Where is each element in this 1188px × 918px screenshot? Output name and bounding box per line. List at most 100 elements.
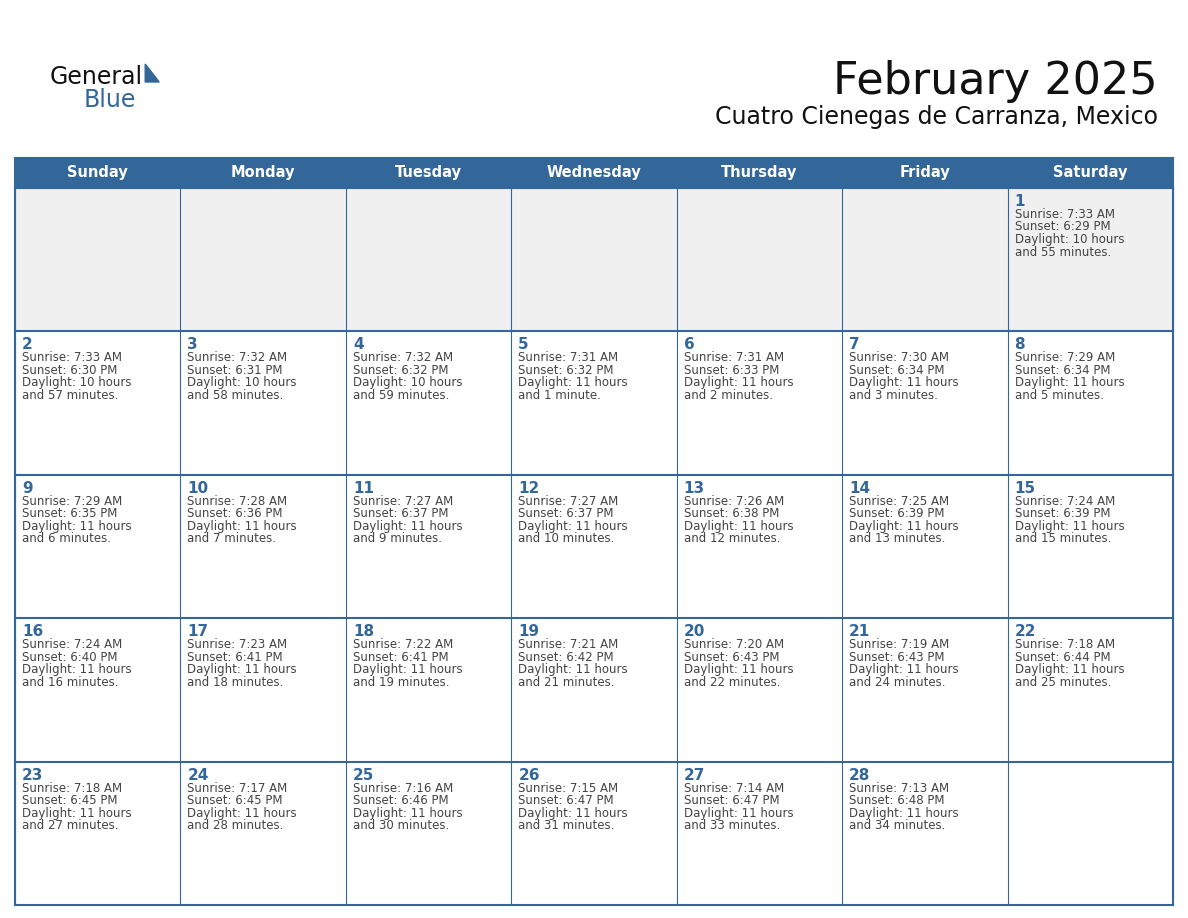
Text: Sunrise: 7:19 AM: Sunrise: 7:19 AM xyxy=(849,638,949,651)
Text: 16: 16 xyxy=(23,624,43,639)
Text: and 28 minutes.: and 28 minutes. xyxy=(188,819,284,832)
Text: General: General xyxy=(50,65,143,89)
Text: Sunset: 6:36 PM: Sunset: 6:36 PM xyxy=(188,508,283,521)
Text: Sunday: Sunday xyxy=(68,165,128,181)
Text: Sunrise: 7:28 AM: Sunrise: 7:28 AM xyxy=(188,495,287,508)
Text: Sunrise: 7:18 AM: Sunrise: 7:18 AM xyxy=(23,781,122,795)
Text: Sunrise: 7:32 AM: Sunrise: 7:32 AM xyxy=(353,352,453,364)
Text: and 7 minutes.: and 7 minutes. xyxy=(188,532,277,545)
Text: Daylight: 11 hours: Daylight: 11 hours xyxy=(353,520,462,532)
Text: and 3 minutes.: and 3 minutes. xyxy=(849,389,939,402)
Text: Sunset: 6:37 PM: Sunset: 6:37 PM xyxy=(518,508,614,521)
Bar xyxy=(15,618,1173,762)
Text: Daylight: 11 hours: Daylight: 11 hours xyxy=(684,663,794,677)
Text: Sunrise: 7:26 AM: Sunrise: 7:26 AM xyxy=(684,495,784,508)
Text: and 10 minutes.: and 10 minutes. xyxy=(518,532,614,545)
Text: Friday: Friday xyxy=(899,165,950,181)
Text: Sunrise: 7:22 AM: Sunrise: 7:22 AM xyxy=(353,638,453,651)
Text: 1: 1 xyxy=(1015,194,1025,209)
Text: Sunset: 6:43 PM: Sunset: 6:43 PM xyxy=(849,651,944,664)
Text: 3: 3 xyxy=(188,338,198,353)
Text: Sunset: 6:42 PM: Sunset: 6:42 PM xyxy=(518,651,614,664)
Text: Sunrise: 7:27 AM: Sunrise: 7:27 AM xyxy=(353,495,453,508)
Text: Daylight: 11 hours: Daylight: 11 hours xyxy=(188,520,297,532)
Text: 28: 28 xyxy=(849,767,871,783)
Text: 5: 5 xyxy=(518,338,529,353)
Text: Sunrise: 7:18 AM: Sunrise: 7:18 AM xyxy=(1015,638,1114,651)
Text: Daylight: 11 hours: Daylight: 11 hours xyxy=(518,807,628,820)
Text: and 33 minutes.: and 33 minutes. xyxy=(684,819,781,832)
Bar xyxy=(15,475,1173,618)
Text: Sunset: 6:41 PM: Sunset: 6:41 PM xyxy=(353,651,449,664)
Text: and 18 minutes.: and 18 minutes. xyxy=(188,676,284,688)
Text: Sunset: 6:29 PM: Sunset: 6:29 PM xyxy=(1015,220,1111,233)
Text: and 59 minutes.: and 59 minutes. xyxy=(353,389,449,402)
Text: Sunrise: 7:25 AM: Sunrise: 7:25 AM xyxy=(849,495,949,508)
Text: and 31 minutes.: and 31 minutes. xyxy=(518,819,614,832)
Text: Blue: Blue xyxy=(84,88,137,112)
Text: Sunrise: 7:31 AM: Sunrise: 7:31 AM xyxy=(518,352,619,364)
Bar xyxy=(15,188,1173,331)
Text: Wednesday: Wednesday xyxy=(546,165,642,181)
Text: Sunset: 6:41 PM: Sunset: 6:41 PM xyxy=(188,651,283,664)
Text: 15: 15 xyxy=(1015,481,1036,496)
Text: Daylight: 11 hours: Daylight: 11 hours xyxy=(849,807,959,820)
Text: Sunrise: 7:13 AM: Sunrise: 7:13 AM xyxy=(849,781,949,795)
Text: 19: 19 xyxy=(518,624,539,639)
Text: and 24 minutes.: and 24 minutes. xyxy=(849,676,946,688)
Text: Daylight: 11 hours: Daylight: 11 hours xyxy=(1015,663,1124,677)
Text: Sunset: 6:34 PM: Sunset: 6:34 PM xyxy=(849,364,944,377)
Text: 4: 4 xyxy=(353,338,364,353)
Text: Sunset: 6:44 PM: Sunset: 6:44 PM xyxy=(1015,651,1111,664)
Text: Sunrise: 7:24 AM: Sunrise: 7:24 AM xyxy=(23,638,122,651)
Text: Daylight: 11 hours: Daylight: 11 hours xyxy=(849,376,959,389)
Text: Thursday: Thursday xyxy=(721,165,797,181)
Text: Daylight: 10 hours: Daylight: 10 hours xyxy=(353,376,462,389)
Text: Daylight: 11 hours: Daylight: 11 hours xyxy=(518,663,628,677)
Text: Sunset: 6:45 PM: Sunset: 6:45 PM xyxy=(23,794,118,807)
Text: Saturday: Saturday xyxy=(1053,165,1127,181)
Text: and 30 minutes.: and 30 minutes. xyxy=(353,819,449,832)
Text: Sunset: 6:33 PM: Sunset: 6:33 PM xyxy=(684,364,779,377)
Text: Sunrise: 7:20 AM: Sunrise: 7:20 AM xyxy=(684,638,784,651)
Text: Sunset: 6:47 PM: Sunset: 6:47 PM xyxy=(684,794,779,807)
Text: Daylight: 10 hours: Daylight: 10 hours xyxy=(188,376,297,389)
Text: 9: 9 xyxy=(23,481,32,496)
Text: 6: 6 xyxy=(684,338,695,353)
Text: 10: 10 xyxy=(188,481,209,496)
Text: Daylight: 11 hours: Daylight: 11 hours xyxy=(518,520,628,532)
Text: Sunrise: 7:14 AM: Sunrise: 7:14 AM xyxy=(684,781,784,795)
Text: Sunrise: 7:33 AM: Sunrise: 7:33 AM xyxy=(1015,208,1114,221)
Text: Sunset: 6:48 PM: Sunset: 6:48 PM xyxy=(849,794,944,807)
Text: Sunset: 6:39 PM: Sunset: 6:39 PM xyxy=(1015,508,1110,521)
Text: and 15 minutes.: and 15 minutes. xyxy=(1015,532,1111,545)
Text: Sunset: 6:47 PM: Sunset: 6:47 PM xyxy=(518,794,614,807)
Text: and 19 minutes.: and 19 minutes. xyxy=(353,676,449,688)
Text: and 13 minutes.: and 13 minutes. xyxy=(849,532,946,545)
Text: Daylight: 11 hours: Daylight: 11 hours xyxy=(684,520,794,532)
Text: 25: 25 xyxy=(353,767,374,783)
Text: Sunset: 6:32 PM: Sunset: 6:32 PM xyxy=(353,364,448,377)
Text: and 9 minutes.: and 9 minutes. xyxy=(353,532,442,545)
Text: and 58 minutes.: and 58 minutes. xyxy=(188,389,284,402)
Text: Sunrise: 7:24 AM: Sunrise: 7:24 AM xyxy=(1015,495,1114,508)
Text: 14: 14 xyxy=(849,481,871,496)
Text: Sunrise: 7:15 AM: Sunrise: 7:15 AM xyxy=(518,781,619,795)
Text: Sunset: 6:45 PM: Sunset: 6:45 PM xyxy=(188,794,283,807)
Text: Sunset: 6:46 PM: Sunset: 6:46 PM xyxy=(353,794,449,807)
Text: Sunrise: 7:16 AM: Sunrise: 7:16 AM xyxy=(353,781,453,795)
Text: 8: 8 xyxy=(1015,338,1025,353)
Text: Monday: Monday xyxy=(230,165,296,181)
Text: 17: 17 xyxy=(188,624,209,639)
Text: 2: 2 xyxy=(23,338,33,353)
Text: Sunrise: 7:32 AM: Sunrise: 7:32 AM xyxy=(188,352,287,364)
Text: Sunrise: 7:23 AM: Sunrise: 7:23 AM xyxy=(188,638,287,651)
Text: Sunset: 6:35 PM: Sunset: 6:35 PM xyxy=(23,508,118,521)
Text: 21: 21 xyxy=(849,624,871,639)
Text: Sunrise: 7:17 AM: Sunrise: 7:17 AM xyxy=(188,781,287,795)
Bar xyxy=(15,158,1173,188)
Text: Daylight: 10 hours: Daylight: 10 hours xyxy=(23,376,132,389)
Text: 26: 26 xyxy=(518,767,539,783)
Text: Sunrise: 7:21 AM: Sunrise: 7:21 AM xyxy=(518,638,619,651)
Text: and 21 minutes.: and 21 minutes. xyxy=(518,676,614,688)
